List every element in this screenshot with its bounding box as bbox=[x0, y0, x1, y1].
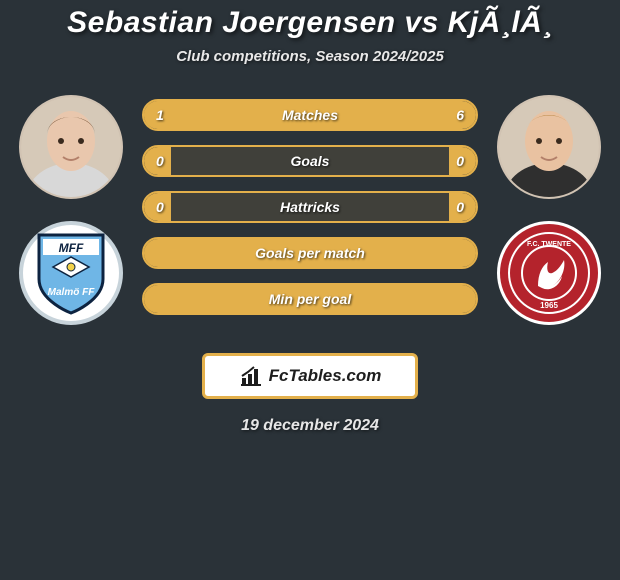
stat-right-value: 0 bbox=[456, 153, 464, 169]
brand-text: FcTables.com bbox=[269, 366, 382, 386]
date-text: 19 december 2024 bbox=[0, 417, 620, 435]
player-left-silhouette bbox=[21, 97, 121, 197]
stat-row-goals: 0 Goals 0 bbox=[142, 145, 478, 177]
stat-row-min-per-goal: Min per goal bbox=[142, 283, 478, 315]
stats-area: MFF Malmö FF 1 Matches 6 0 Goals bbox=[0, 95, 620, 325]
twente-crest-icon: F.C. TWENTE 1965 bbox=[506, 230, 592, 316]
stat-row-matches: 1 Matches 6 bbox=[142, 99, 478, 131]
stat-row-hattricks: 0 Hattricks 0 bbox=[142, 191, 478, 223]
stat-row-goals-per-match: Goals per match bbox=[142, 237, 478, 269]
page-title: Sebastian Joergensen vs KjÃ¸lÃ¸ bbox=[0, 6, 620, 40]
svg-text:1965: 1965 bbox=[540, 301, 558, 310]
stat-label: Hattricks bbox=[280, 199, 340, 215]
malmo-crest-icon: MFF Malmö FF bbox=[31, 229, 111, 317]
stat-label: Min per goal bbox=[269, 291, 351, 307]
comparison-card: Sebastian Joergensen vs KjÃ¸lÃ¸ Club com… bbox=[0, 0, 620, 435]
stat-label: Matches bbox=[282, 107, 338, 123]
stat-right-value: 6 bbox=[456, 107, 464, 123]
svg-text:F.C. TWENTE: F.C. TWENTE bbox=[527, 241, 571, 248]
right-column: F.C. TWENTE 1965 bbox=[494, 95, 604, 325]
stat-left-value: 0 bbox=[156, 199, 164, 215]
stat-label: Goals per match bbox=[255, 245, 365, 261]
player-right-avatar bbox=[497, 95, 601, 199]
club-left-badge: MFF Malmö FF bbox=[19, 221, 123, 325]
brand-badge[interactable]: FcTables.com bbox=[202, 353, 418, 399]
stat-left-value: 0 bbox=[156, 153, 164, 169]
player-right-silhouette bbox=[499, 97, 599, 197]
bar-chart-icon bbox=[239, 364, 263, 388]
stat-right-value: 0 bbox=[456, 199, 464, 215]
stat-label: Goals bbox=[291, 153, 330, 169]
club-right-badge: F.C. TWENTE 1965 bbox=[497, 221, 601, 325]
player-left-avatar bbox=[19, 95, 123, 199]
left-column: MFF Malmö FF bbox=[16, 95, 126, 325]
svg-text:MFF: MFF bbox=[59, 241, 84, 255]
stat-left-value: 1 bbox=[156, 107, 164, 123]
stat-bars: 1 Matches 6 0 Goals 0 0 Hattricks 0 bbox=[142, 99, 478, 315]
page-subtitle: Club competitions, Season 2024/2025 bbox=[0, 48, 620, 65]
svg-text:Malmö FF: Malmö FF bbox=[48, 287, 96, 298]
